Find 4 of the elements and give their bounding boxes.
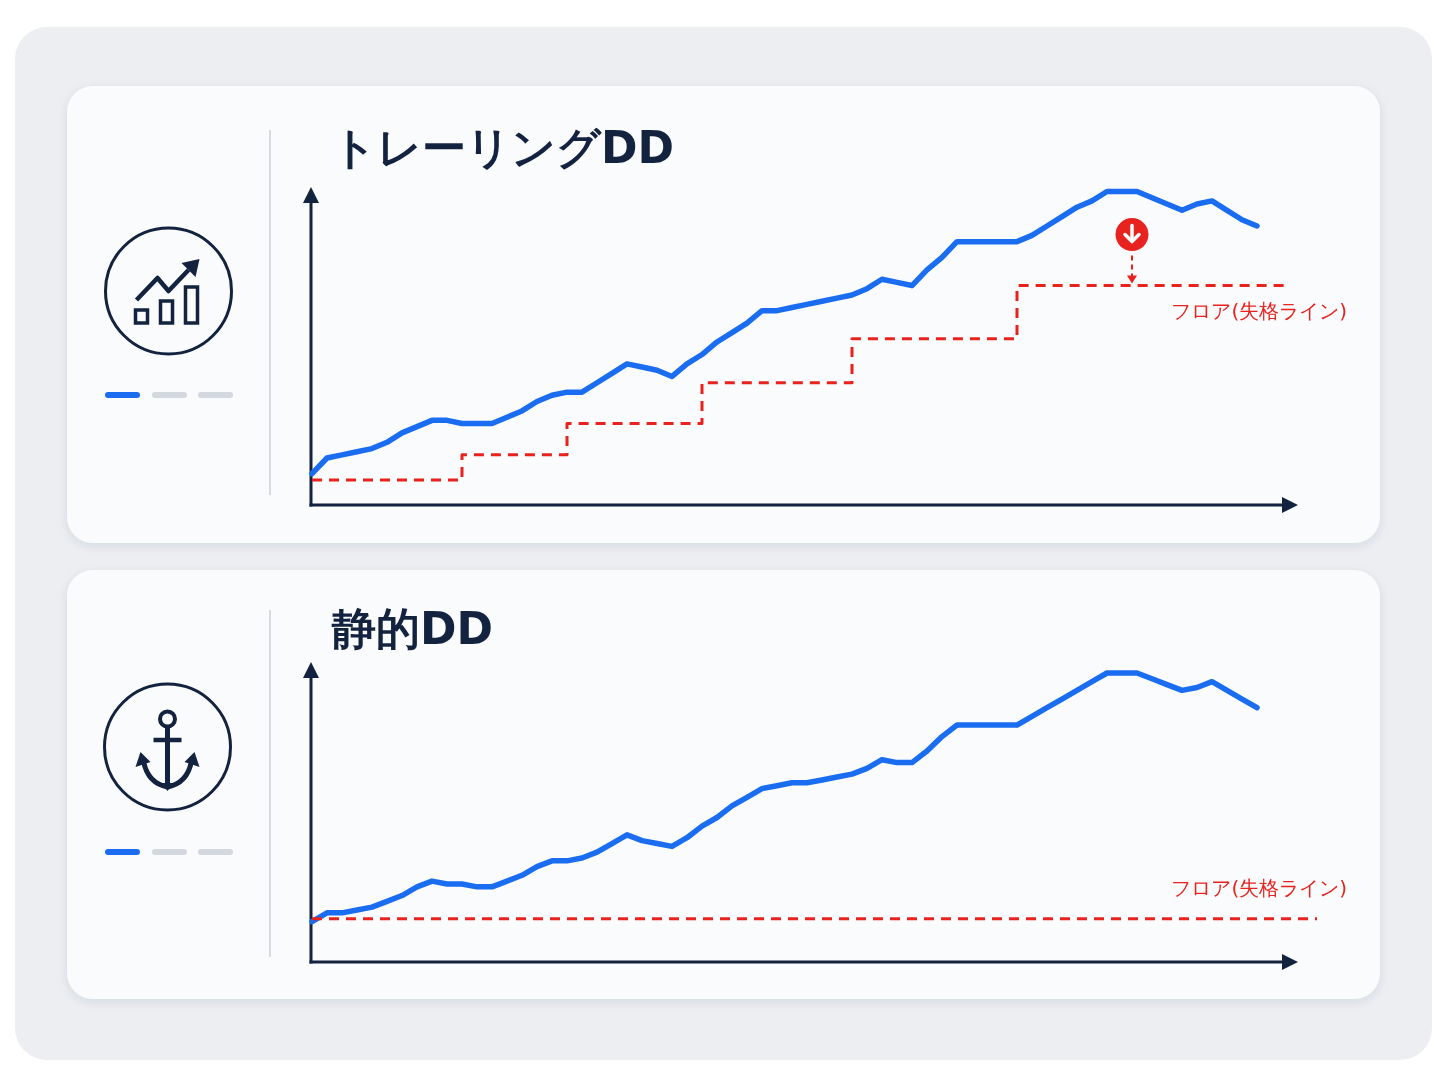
series-label: フロア(失格ライン) — [1171, 298, 1347, 323]
series-label: フロア(失格ライン) — [1171, 875, 1347, 900]
chart-title: トレーリングDD — [332, 122, 675, 173]
chart-title: 静的DD — [331, 603, 494, 654]
